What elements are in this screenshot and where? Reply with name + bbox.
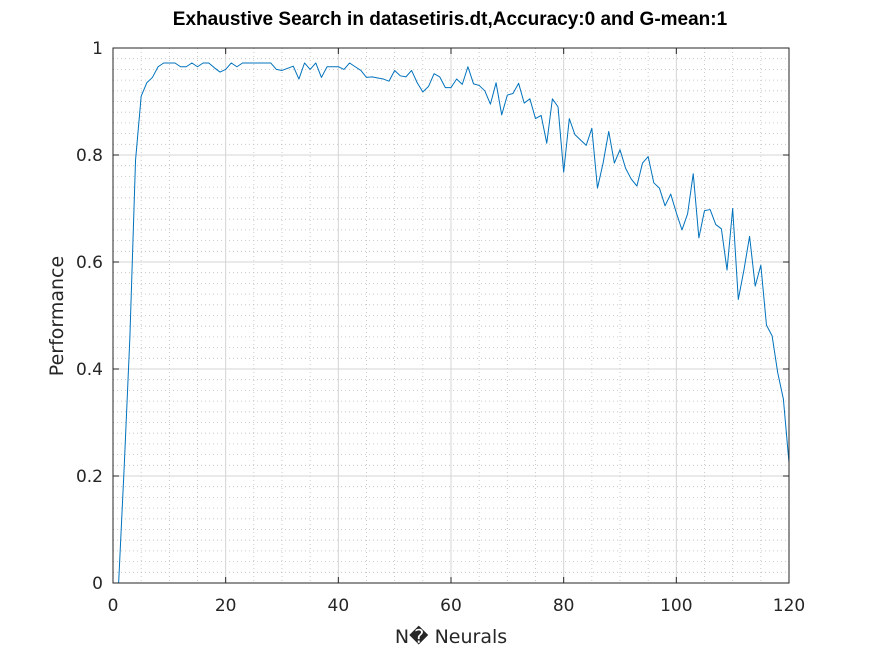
x-tick-label: 40 bbox=[328, 596, 350, 616]
y-tick-label: 0.4 bbox=[76, 360, 103, 380]
y-axis-label: Performance bbox=[46, 256, 68, 376]
x-tick-labels: 0 20 40 60 80 100 120 bbox=[108, 596, 806, 616]
x-tick-label: 80 bbox=[553, 596, 575, 616]
y-tick-label: 1 bbox=[92, 39, 103, 59]
series-line bbox=[118, 62, 790, 584]
series-layer bbox=[118, 62, 790, 584]
axis-ticks bbox=[112, 47, 790, 584]
y-tick-label: 0.8 bbox=[76, 146, 103, 166]
x-axis-label: N� Neurals bbox=[395, 625, 507, 648]
x-tick-label: 120 bbox=[773, 596, 805, 616]
chart-title: Exhaustive Search in datasetiris.dt,Accu… bbox=[173, 9, 728, 30]
y-tick-label: 0.6 bbox=[76, 253, 103, 273]
x-tick-label: 100 bbox=[660, 596, 692, 616]
x-tick-label: 0 bbox=[108, 596, 119, 616]
y-tick-label: 0.2 bbox=[76, 467, 103, 487]
y-tick-label: 0 bbox=[92, 574, 103, 594]
x-tick-label: 20 bbox=[215, 596, 237, 616]
y-tick-labels: 0 0.2 0.4 0.6 0.8 1 bbox=[76, 39, 103, 594]
major-grid bbox=[112, 47, 790, 584]
x-tick-label: 60 bbox=[440, 596, 462, 616]
